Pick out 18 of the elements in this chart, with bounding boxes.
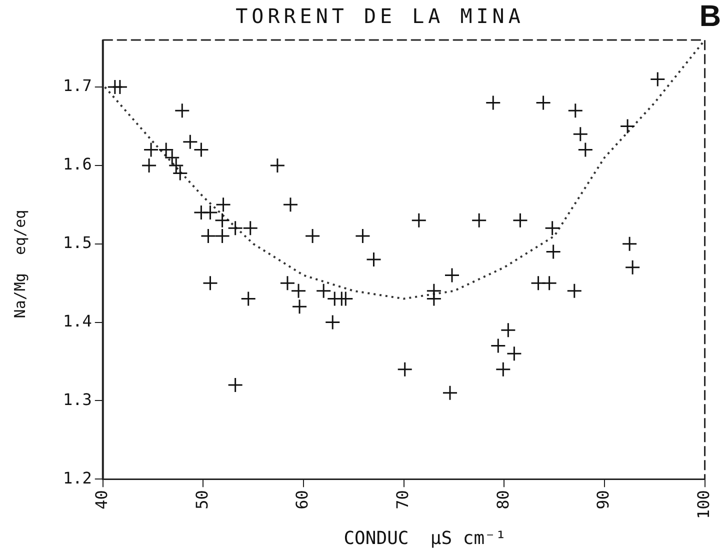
x-tick-label: 40 [92,490,112,510]
x-tick-label: 50 [192,490,212,510]
y-tick-label: 1.2 [62,468,92,488]
x-tick-label: 90 [594,490,613,510]
line-series [104,40,705,300]
y-tick-label: 1.7 [62,76,92,96]
y-tick-label: 1.4 [62,311,92,330]
x-tick-label: 70 [393,490,412,510]
chart-title: TORRENT DE LA MINA [234,4,526,28]
y-tick-label: 1.6 [62,154,92,174]
x-axis-title: CONDUC µS cm⁻¹ [342,528,508,549]
y-axis-title: Na/Mg eq/eq [11,208,29,320]
text: B [699,0,721,34]
y-tick-label: 1.5 [62,233,92,252]
y-tick-label: 1.3 [62,390,92,409]
x-tick-label: 60 [292,490,312,510]
x-tick-label: 100 [694,490,713,520]
x-tick-label: 80 [493,490,512,510]
